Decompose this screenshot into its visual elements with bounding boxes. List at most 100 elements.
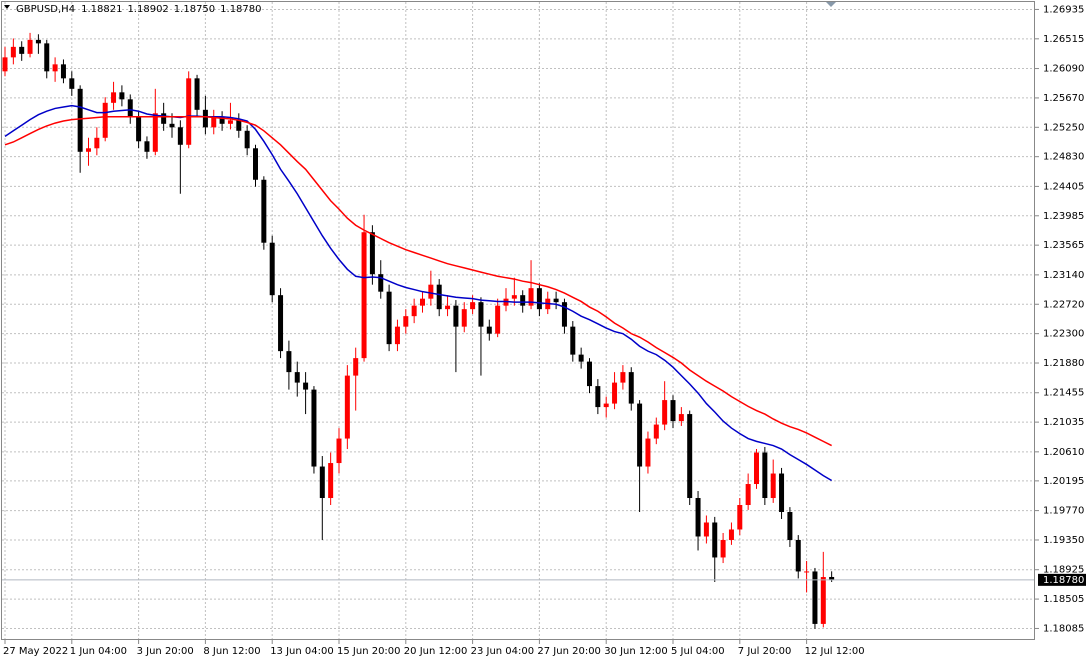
y-tick-label: 1.19350 (1043, 535, 1084, 546)
candle-body (570, 326, 576, 355)
candle-body (754, 452, 759, 485)
y-tick-label: 1.20610 (1043, 447, 1084, 458)
candle-body (453, 305, 459, 327)
candle-body (244, 130, 250, 149)
x-tick-label: 3 Jun 20:00 (137, 646, 194, 657)
x-tick-label: 15 Jun 20:00 (337, 646, 401, 657)
chart-title: GBPUSD,H4 (16, 4, 75, 15)
candle-body (294, 372, 300, 383)
candle-body (561, 302, 567, 327)
candle-body (94, 137, 100, 149)
candle-body (445, 305, 451, 310)
candle-body (77, 88, 83, 152)
y-tick-label: 1.25250 (1043, 122, 1084, 133)
candle-body (612, 382, 618, 404)
candle-body (353, 358, 359, 376)
candle-body (119, 92, 125, 100)
candle-body (520, 295, 526, 306)
x-tick-label: 13 Jun 04:00 (270, 646, 334, 657)
y-tick-label: 1.22720 (1043, 299, 1084, 310)
candle-body (436, 284, 442, 310)
candle-body (261, 179, 267, 243)
candle-body (478, 302, 484, 327)
candle-body (60, 64, 66, 79)
candle-body (19, 46, 25, 54)
header: GBPUSD,H4 1.18821 1.18902 1.18750 1.18780 (16, 4, 262, 15)
candle-body (202, 109, 208, 128)
candle-body (227, 120, 233, 124)
candle-body (670, 400, 676, 422)
candle-body (495, 305, 501, 334)
current-price-label: 1.18780 (1043, 575, 1084, 586)
candle-body (737, 505, 743, 530)
y-tick-label: 1.21035 (1043, 417, 1084, 428)
x-tick-label: 30 Jun 12:00 (604, 646, 668, 657)
candle-body (161, 113, 167, 124)
candle-body (587, 361, 592, 387)
candle-body (394, 326, 400, 345)
y-tick-label: 1.18925 (1043, 565, 1084, 576)
candle-body (144, 141, 150, 152)
candle-body (52, 64, 58, 72)
candle-body (378, 274, 384, 292)
y-tick-label: 1.24830 (1043, 152, 1084, 163)
y-tick-label: 1.26935 (1043, 4, 1084, 15)
candle-body (136, 116, 142, 142)
candle-body (812, 571, 818, 624)
y-tick-label: 1.24405 (1043, 181, 1084, 192)
candle-body (420, 298, 425, 306)
candle-body (369, 232, 375, 275)
candle-body (470, 302, 476, 310)
candle-body (662, 400, 668, 425)
candle-body (403, 316, 409, 327)
candle-body (361, 232, 367, 359)
candle-body (411, 305, 417, 317)
candle-body (69, 78, 75, 89)
candle-body (211, 116, 217, 128)
x-tick-label: 7 Jul 20:00 (738, 646, 792, 657)
y-tick-label: 1.18505 (1043, 594, 1084, 605)
header-value: 1.18750 (174, 4, 215, 15)
candle-body (687, 414, 693, 499)
moving-average (4, 116, 832, 447)
candle-body (428, 284, 434, 299)
y-tick-label: 1.23985 (1043, 211, 1084, 222)
y-tick-label: 1.23565 (1043, 240, 1084, 251)
grid (2, 2, 1035, 640)
menu-arrow[interactable] (4, 5, 10, 9)
candle-body (86, 148, 91, 152)
candle-body (762, 452, 768, 499)
candle-body (703, 522, 709, 537)
candle-body (194, 78, 200, 110)
marks (2, 32, 1035, 629)
candle-body (536, 288, 542, 310)
header-value: 1.18780 (220, 4, 261, 15)
x-tick-label: 5 Jul 04:00 (671, 646, 725, 657)
header-value: 1.18821 (81, 4, 122, 15)
candle-body (603, 403, 609, 408)
x-tick-label: 27 May 2022 (3, 646, 68, 657)
candle-body (286, 351, 292, 373)
candle-body (278, 295, 284, 352)
candle-body (169, 123, 175, 128)
y-tick-label: 1.20195 (1043, 476, 1084, 487)
candle-body (678, 414, 684, 422)
y-tick-label: 1.19770 (1043, 506, 1084, 517)
candle-body (653, 424, 659, 439)
header-value: 1.18902 (127, 4, 168, 15)
y-tick-label: 1.26515 (1043, 34, 1084, 45)
candle-body (10, 46, 16, 58)
candle-body (186, 78, 192, 145)
candle-body (486, 326, 492, 334)
axes: 1.26935 1.26515 1.26090 1.25670 1.25250 1.248… (3, 4, 1086, 657)
y-tick-label: 1.22300 (1043, 329, 1084, 340)
plot-frame (1, 1, 1035, 640)
candle-body (779, 473, 785, 512)
shift-marker[interactable] (826, 2, 836, 7)
y-tick-label: 1.25670 (1043, 93, 1084, 104)
candle-body (620, 372, 626, 383)
moving-average (4, 104, 833, 482)
candle-body (111, 92, 117, 103)
